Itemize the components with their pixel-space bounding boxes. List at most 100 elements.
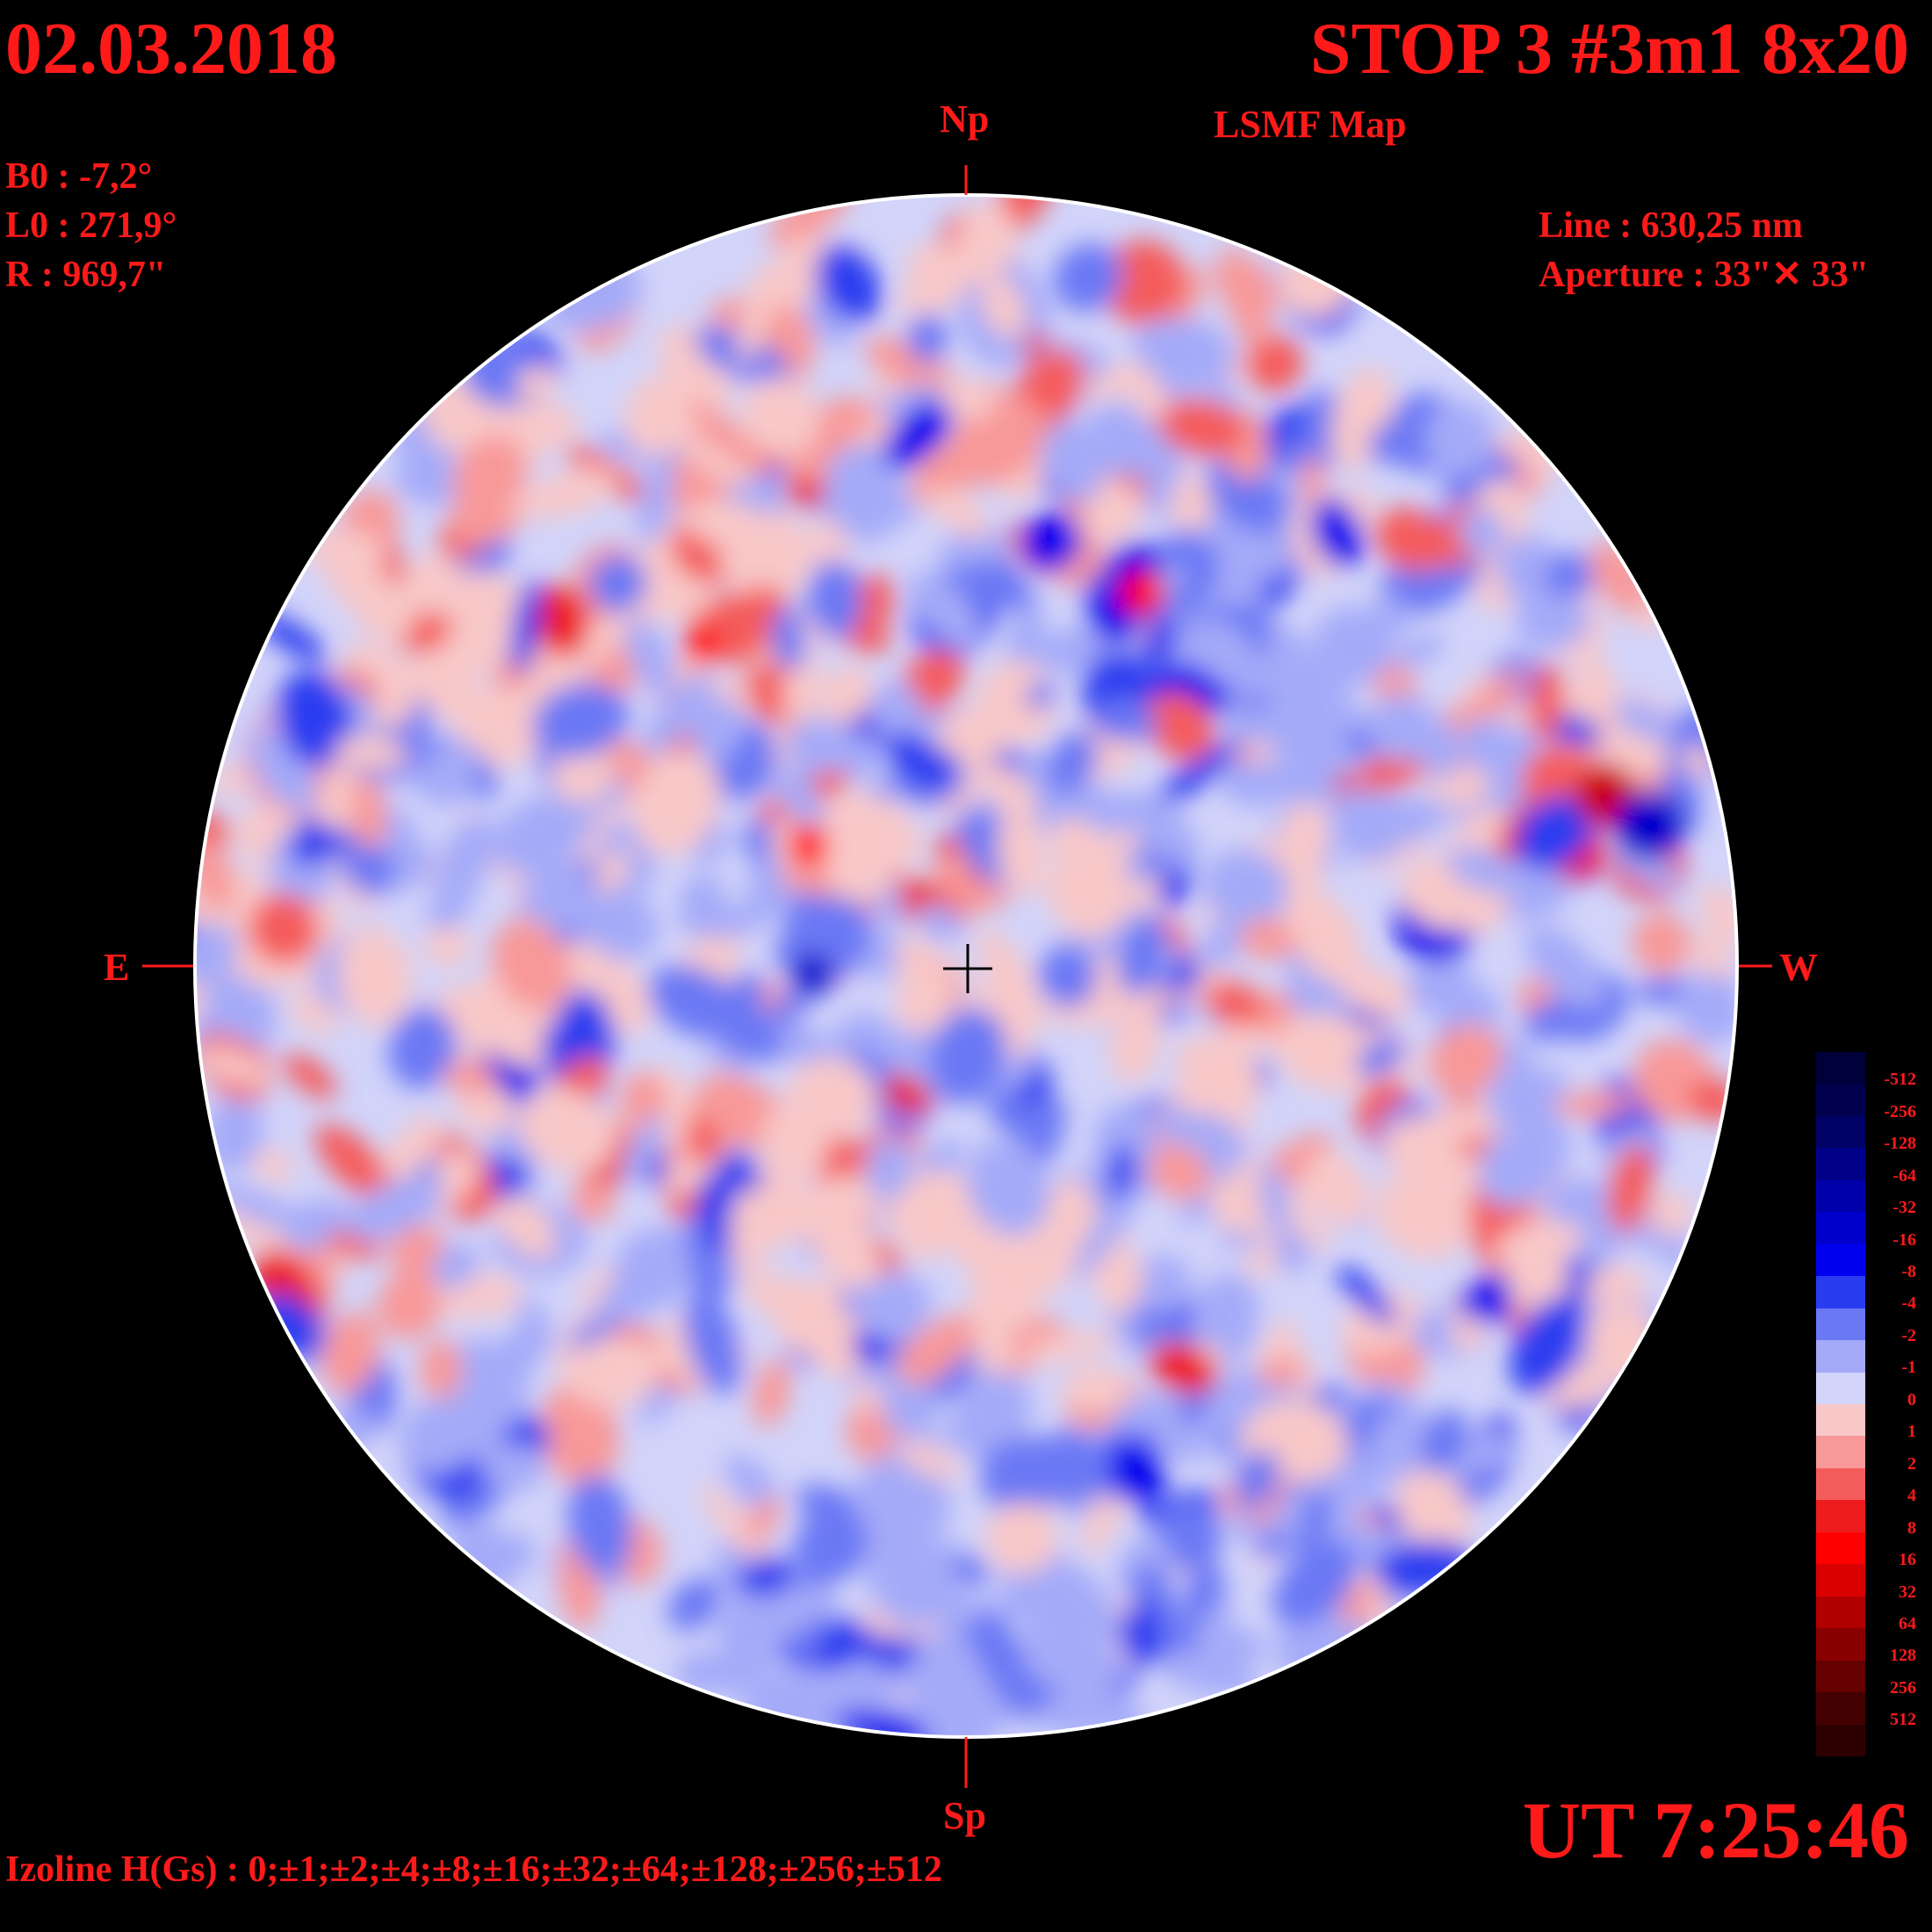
field-patch — [426, 740, 478, 807]
field-patch — [981, 763, 1036, 820]
field-patch — [1310, 498, 1364, 567]
field-patch — [518, 1088, 617, 1173]
field-patch — [859, 1272, 932, 1343]
legend-swatch — [1816, 1532, 1865, 1565]
field-patch — [314, 1124, 393, 1202]
field-patch — [1258, 1357, 1305, 1388]
isoline-levels: Izoline H(Gs) : 0;±1;±2;±4;±8;±16;±32;±6… — [5, 1849, 942, 1890]
observation-date: 02.03.2018 — [5, 8, 337, 90]
field-patch — [1280, 794, 1328, 882]
field-patch — [980, 1434, 1063, 1517]
field-patch — [828, 842, 891, 903]
field-patch — [511, 579, 542, 675]
legend-label: -8 — [1901, 1261, 1916, 1281]
field-patch — [875, 384, 946, 418]
legend-swatch — [1816, 1244, 1865, 1277]
field-patch — [1118, 1604, 1173, 1665]
field-patch — [1272, 1230, 1312, 1272]
field-patch — [766, 508, 797, 580]
field-patch — [197, 923, 239, 986]
field-patch — [683, 1292, 742, 1395]
field-patch — [976, 660, 1057, 745]
field-patch — [1612, 699, 1677, 742]
field-patch — [1202, 848, 1289, 927]
field-patch — [1367, 420, 1415, 465]
legend-swatch — [1816, 1500, 1865, 1533]
field-patch — [1306, 1150, 1370, 1225]
field-patch — [337, 926, 413, 1028]
legend-swatch — [1816, 1372, 1865, 1405]
field-patch — [1543, 552, 1597, 599]
field-patch — [854, 479, 918, 523]
legend-swatch — [1816, 1212, 1865, 1245]
universal-time: UT 7:25:46 — [1522, 1785, 1909, 1875]
field-patch — [919, 1666, 1003, 1735]
field-patch — [567, 1474, 633, 1577]
field-patch — [1392, 633, 1445, 670]
strong-field-spot — [787, 824, 829, 866]
field-patch — [1219, 245, 1270, 350]
field-patch — [984, 1502, 1058, 1575]
field-patch — [1632, 911, 1691, 975]
field-patch — [1239, 918, 1296, 961]
east-label: E — [104, 946, 130, 989]
field-patch — [430, 1244, 479, 1289]
field-patch — [1038, 946, 1097, 1008]
field-patch — [959, 807, 1012, 881]
field-patch — [274, 670, 355, 768]
field-patch — [1367, 693, 1434, 762]
field-patch — [962, 1235, 1038, 1325]
field-patch — [965, 1612, 1014, 1662]
field-patch — [377, 1272, 442, 1339]
legend-label: -32 — [1892, 1198, 1916, 1218]
field-patch — [532, 682, 629, 758]
field-patch — [884, 732, 955, 790]
field-patch — [1157, 1103, 1235, 1181]
field-patch — [1207, 524, 1293, 581]
field-patch — [1524, 1000, 1575, 1042]
field-patch — [1496, 533, 1563, 609]
field-patch — [898, 1441, 963, 1480]
color-legend — [1816, 1052, 1865, 1757]
field-patch — [774, 768, 825, 826]
field-patch — [690, 697, 744, 762]
field-patch — [248, 893, 320, 965]
field-patch — [865, 1135, 912, 1202]
west-label: W — [1779, 946, 1818, 989]
legend-swatch — [1816, 1179, 1865, 1213]
field-patch — [966, 1140, 1050, 1236]
field-patch — [595, 849, 631, 894]
field-patch — [578, 886, 660, 960]
aperture: Aperture : 33"✕ 33" — [1539, 255, 1870, 295]
field-patch — [612, 1228, 691, 1313]
field-patch — [1035, 998, 1136, 1026]
field-patch — [895, 963, 954, 1034]
field-patch — [493, 793, 593, 876]
field-patch — [588, 554, 647, 613]
legend-swatch — [1816, 1628, 1865, 1662]
field-patch — [929, 1007, 1007, 1104]
field-patch — [522, 864, 591, 932]
strong-field-spot — [791, 952, 833, 994]
field-patch — [1515, 595, 1590, 650]
field-patch — [197, 1047, 271, 1086]
field-patch — [1283, 889, 1364, 984]
field-patch — [491, 919, 572, 1011]
legend-label: -16 — [1892, 1229, 1916, 1250]
field-patch — [998, 260, 1051, 334]
legend-label: 64 — [1899, 1613, 1916, 1633]
field-patch — [1148, 1144, 1210, 1200]
legend-swatch — [1816, 1404, 1865, 1437]
north-pole-label: Np — [940, 97, 990, 141]
field-patch — [946, 396, 1047, 487]
field-patch — [344, 642, 433, 698]
field-patch — [1395, 1469, 1472, 1551]
field-patch — [1056, 1662, 1128, 1706]
field-patch — [345, 1176, 444, 1241]
field-patch — [456, 1085, 515, 1133]
field-patch — [494, 402, 580, 450]
field-patch — [1155, 740, 1240, 807]
field-patch — [1206, 455, 1287, 533]
legend-label: -256 — [1884, 1101, 1916, 1121]
magnetic-field-patches — [197, 197, 1735, 1735]
